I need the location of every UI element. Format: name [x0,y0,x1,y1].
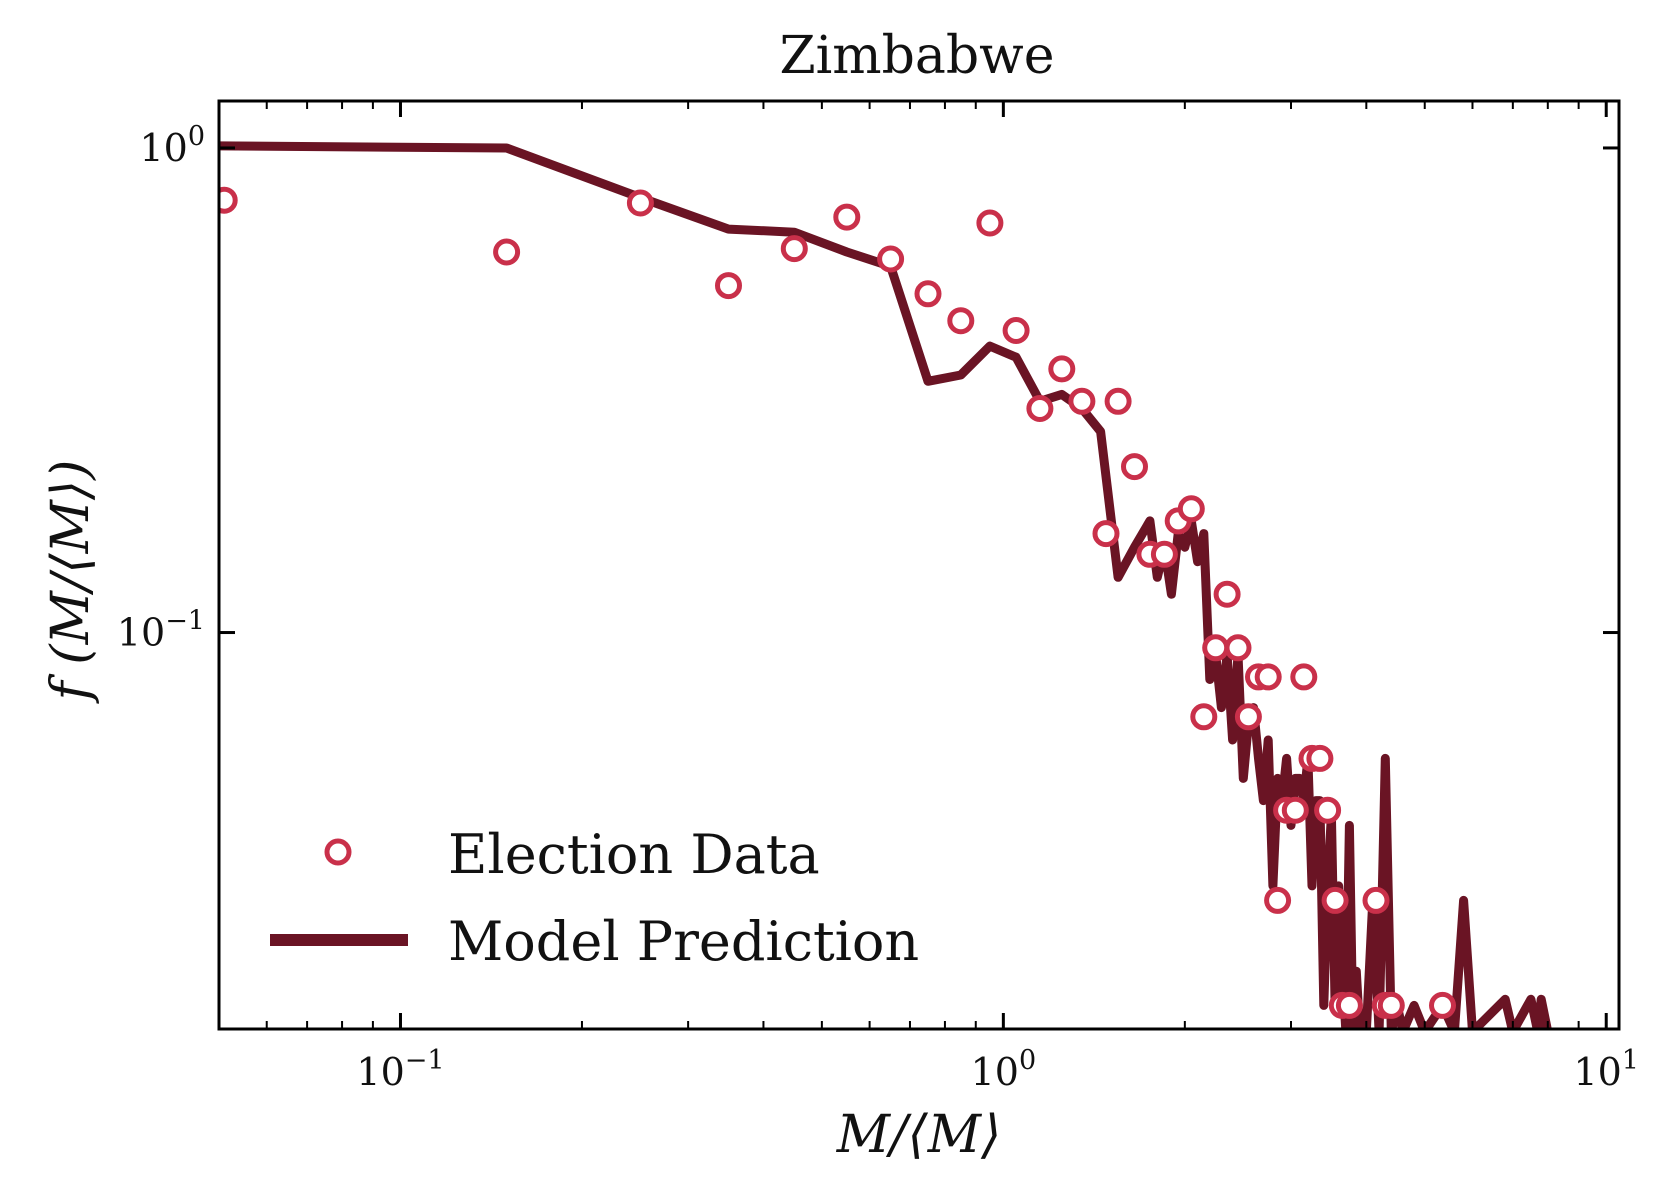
election-data-point [833,203,861,231]
election-data-point [1335,991,1363,1019]
election-data-point [1362,886,1390,914]
election-data-point [1314,796,1342,824]
election-data-point [1150,540,1178,568]
election-data-point [493,238,521,266]
election-data-point [626,189,654,217]
plot-area [219,141,1552,1029]
election-data-point [1202,634,1230,662]
legend-label-model-prediction: Model Prediction [448,910,919,973]
election-data-point [1177,495,1205,523]
legend-label-election-data: Election Data [448,823,820,886]
election-data-point [1092,520,1120,548]
election-data-point [947,307,975,335]
election-data-point [1190,703,1218,731]
legend: Election Data Model Prediction [270,823,919,973]
y-axis-label: f (M/⟨M⟩) [41,460,101,705]
axes-frame [217,99,1621,1031]
election-data-point [219,186,238,214]
legend-marker-election-data [324,838,352,866]
election-data-point [976,209,1004,237]
election-data-point [1121,453,1148,481]
election-data-point [1026,395,1054,422]
election-data-point [1306,744,1334,772]
election-data-point [1254,663,1282,691]
election-data-point [1281,796,1309,824]
election-data-point [1264,886,1292,914]
election-data-point [1234,703,1262,731]
election-data-point [1429,991,1456,1019]
x-tick-label: 10−1 [356,1045,444,1094]
election-data-point [1002,317,1030,344]
election-data-point [1321,886,1349,914]
election-data-point [914,280,942,308]
election-data-point [877,245,905,273]
election-data-point [1048,355,1076,383]
election-data-point [1290,663,1318,691]
election-data-point [1104,387,1132,415]
election-data-point [715,272,742,300]
election-data-point [1068,387,1096,415]
election-data-point [1377,991,1405,1019]
chart-title: Zimbabwe [780,26,1055,86]
election-data-point [1224,634,1252,662]
x-axis-label: M/⟨M⟩ [836,1105,1002,1165]
election-data-point [1213,580,1241,608]
election-data-point [780,235,808,263]
